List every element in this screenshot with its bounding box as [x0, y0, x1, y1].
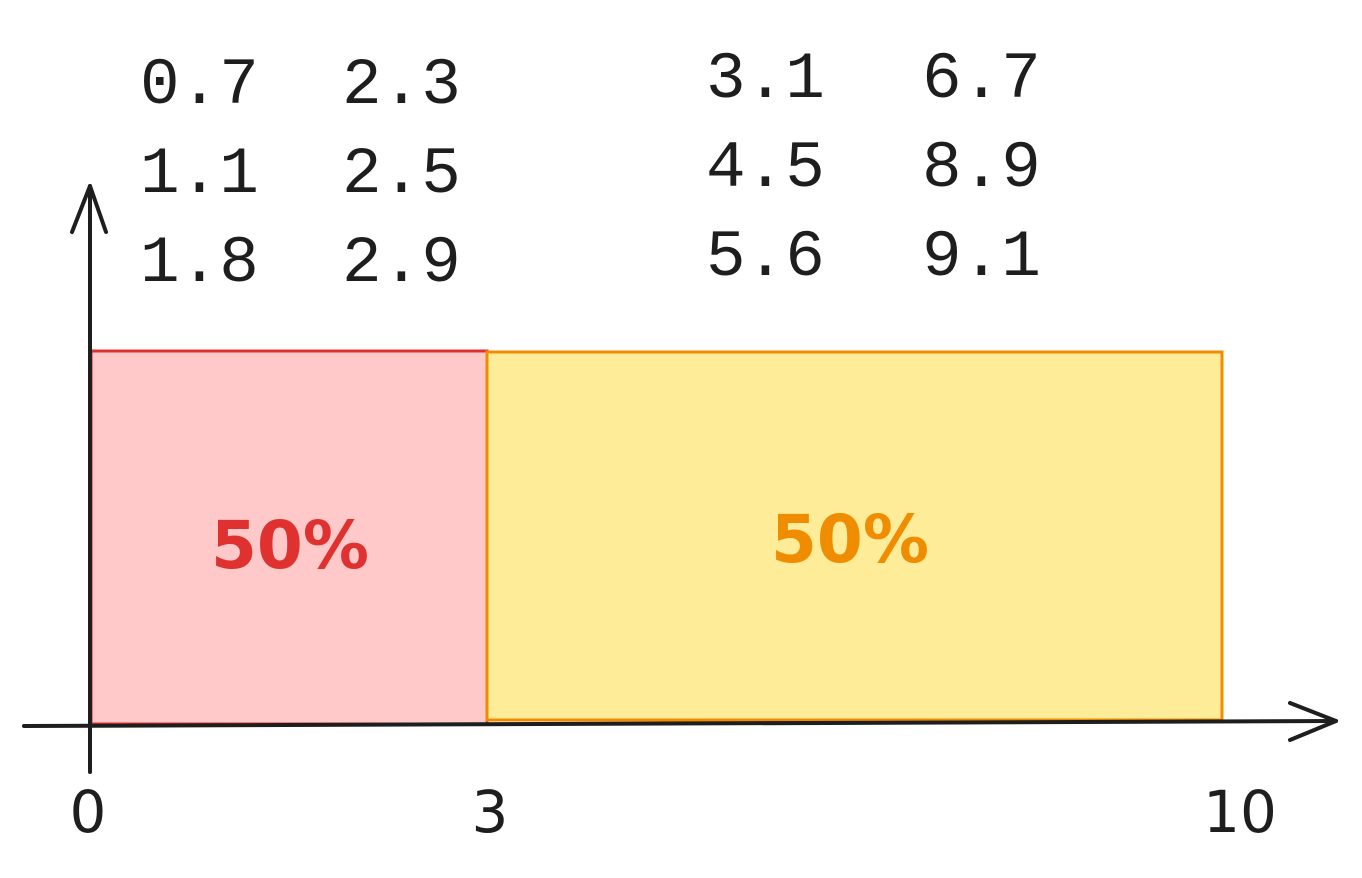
axes	[22, 184, 1338, 774]
texts: 0.7 1.1 1.8 2.3 2.5 2.9 3.1 4.5 5.6 6.7 8.9 9.1 50% 5…	[70, 42, 1277, 846]
data-value: 6.7	[922, 42, 1041, 117]
data-value: 3.1	[706, 42, 825, 117]
y-axis-arrow	[70, 184, 108, 234]
data-value: 2.5	[342, 137, 461, 212]
boxes	[89, 349, 1224, 726]
box-label: 50%	[771, 501, 929, 578]
x-tick-label: 10	[1203, 778, 1277, 846]
x-axis	[22, 719, 1338, 728]
x-tick-label: 3	[472, 778, 509, 846]
data-value: 1.8	[140, 226, 259, 301]
box	[89, 349, 489, 726]
data-value: 2.3	[342, 48, 461, 123]
x-tick-label: 0	[70, 778, 107, 846]
data-value: 5.6	[706, 220, 825, 295]
data-value: 0.7	[140, 48, 259, 123]
box-label: 50%	[211, 507, 369, 584]
data-value: 4.5	[706, 131, 825, 206]
data-value: 2.9	[342, 226, 461, 301]
x-axis-arrow	[1288, 701, 1338, 742]
data-value: 1.1	[140, 137, 259, 212]
data-value: 8.9	[922, 131, 1041, 206]
box	[485, 350, 1224, 722]
data-value: 9.1	[922, 220, 1041, 295]
